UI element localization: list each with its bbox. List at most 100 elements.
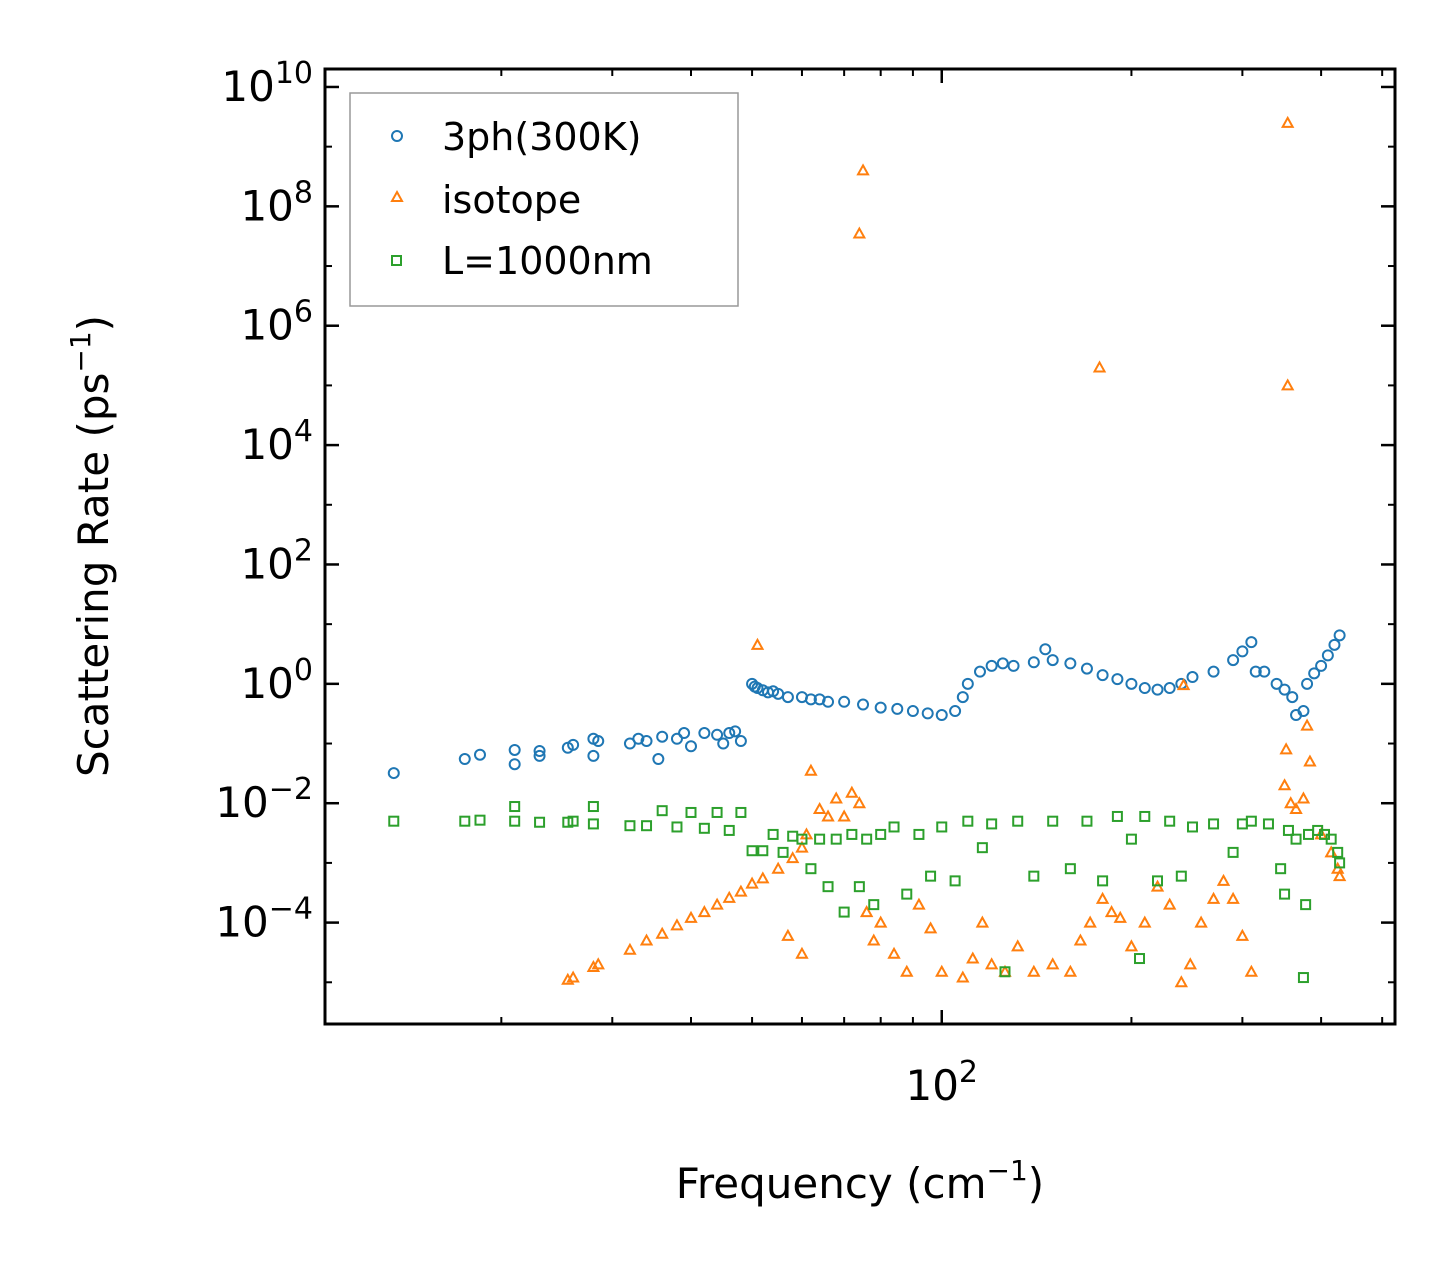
point-3ph <box>592 735 605 748</box>
point-3ph <box>1186 671 1199 684</box>
point-3ph <box>587 749 600 762</box>
point-isotope <box>785 851 800 864</box>
point-isotope <box>1124 939 1139 952</box>
point-boundary <box>1139 810 1151 822</box>
point-3ph <box>838 695 851 708</box>
y-tick-label: 104 <box>240 414 313 469</box>
point-isotope <box>1279 742 1293 755</box>
point-isotope <box>1162 897 1177 910</box>
legend-box <box>349 92 739 307</box>
point-boundary <box>711 806 723 818</box>
point-3ph <box>1333 629 1346 642</box>
point-boundary <box>1012 815 1024 827</box>
point-3ph <box>723 727 736 740</box>
point-isotope <box>837 809 851 822</box>
point-3ph <box>640 735 653 748</box>
point-isotope <box>812 801 827 815</box>
point-boundary <box>853 881 865 893</box>
y-axis-label: Scattering Rate (ps−1) <box>64 315 118 777</box>
point-boundary <box>459 815 471 827</box>
point-isotope <box>887 946 901 959</box>
point-boundary <box>999 966 1011 978</box>
point-boundary <box>949 875 961 887</box>
point-boundary <box>1047 815 1059 827</box>
point-boundary <box>534 816 546 828</box>
point-boundary <box>587 818 599 830</box>
series-boundary <box>388 801 1346 984</box>
point-3ph <box>652 753 665 766</box>
point-boundary <box>1064 863 1076 875</box>
point-boundary <box>587 801 599 813</box>
legend-label-3ph: 3ph(300K) <box>442 115 641 159</box>
point-isotope <box>722 890 736 903</box>
point-3ph <box>632 732 645 745</box>
point-boundary <box>805 863 817 875</box>
point-boundary <box>509 801 521 813</box>
point-isotope <box>859 905 874 918</box>
point-isotope <box>900 964 914 977</box>
point-boundary <box>1290 833 1302 845</box>
point-3ph <box>1308 667 1321 680</box>
point-boundary <box>1262 818 1274 830</box>
point-3ph <box>1278 683 1291 696</box>
point-boundary <box>388 815 400 827</box>
point-isotope <box>745 876 759 889</box>
point-boundary <box>1125 833 1137 845</box>
point-isotope <box>623 942 637 955</box>
point-3ph <box>1046 654 1059 667</box>
point-boundary <box>641 820 653 832</box>
point-isotope <box>795 840 809 853</box>
point-boundary <box>1164 815 1176 827</box>
point-3ph <box>717 737 730 750</box>
legend: 3ph(300K) isotope L=1000nm <box>349 92 739 307</box>
point-isotope <box>1095 891 1110 904</box>
point-3ph <box>473 748 486 761</box>
point-3ph <box>1125 677 1138 690</box>
point-boundary <box>1028 870 1040 882</box>
point-isotope <box>1280 115 1295 128</box>
point-3ph <box>921 707 934 720</box>
point-isotope <box>1027 964 1041 977</box>
point-3ph <box>1286 691 1299 704</box>
point-boundary <box>1134 953 1146 965</box>
point-isotope <box>734 884 748 897</box>
point-3ph <box>961 677 974 690</box>
point-3ph <box>729 725 742 738</box>
point-boundary <box>567 815 579 827</box>
point-boundary <box>822 881 834 893</box>
point-3ph <box>1151 683 1164 696</box>
point-3ph <box>996 657 1009 670</box>
point-3ph <box>804 693 817 706</box>
point-3ph <box>711 728 724 741</box>
point-isotope <box>966 951 980 964</box>
point-isotope <box>586 959 601 973</box>
point-isotope <box>984 957 999 970</box>
point-3ph <box>822 695 835 708</box>
point-isotope <box>829 791 843 804</box>
point-boundary <box>1186 821 1198 833</box>
point-boundary <box>1111 810 1123 822</box>
point-isotope <box>1244 964 1259 977</box>
point-isotope <box>756 871 770 884</box>
point-boundary <box>723 824 735 836</box>
point-isotope <box>1083 915 1097 928</box>
point-isotope <box>670 918 684 931</box>
point-3ph <box>508 743 521 756</box>
point-isotope <box>1296 791 1311 804</box>
point-3ph <box>781 691 794 704</box>
point-boundary <box>830 833 842 845</box>
point-isotope <box>1176 678 1191 691</box>
point-boundary <box>685 806 697 818</box>
point-isotope <box>697 905 712 918</box>
point-boundary <box>656 805 668 817</box>
point-isotope <box>912 897 926 910</box>
y-tick-label: 108 <box>240 175 313 230</box>
point-isotope <box>1183 957 1197 970</box>
point-3ph <box>891 702 904 715</box>
point-boundary <box>1081 815 1093 827</box>
point-isotope <box>975 915 990 928</box>
point-3ph <box>670 732 683 745</box>
point-boundary <box>624 820 636 832</box>
point-3ph <box>734 735 747 748</box>
point-isotope <box>867 933 881 946</box>
